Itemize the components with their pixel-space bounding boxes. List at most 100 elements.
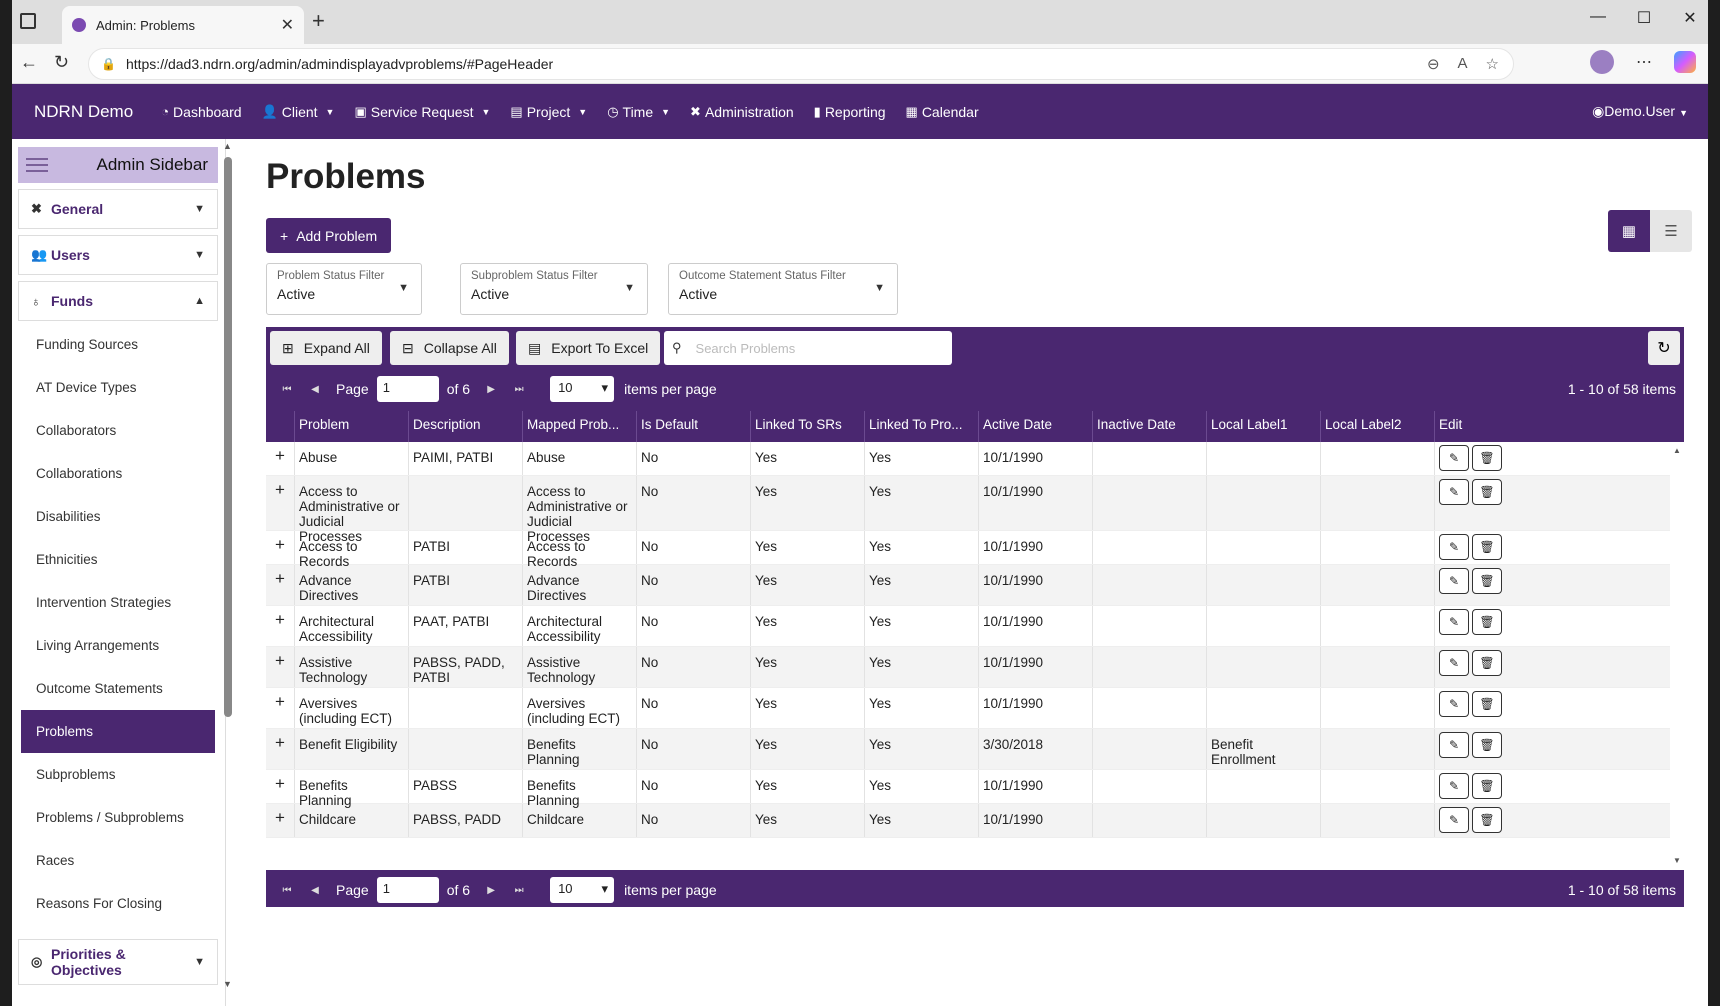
sidebar-item-collaborations[interactable]: Collaborations xyxy=(36,466,123,481)
next-page-icon[interactable]: ▶ xyxy=(487,884,495,896)
expand-row-icon[interactable]: + xyxy=(275,733,285,752)
nav-client[interactable]: 👤 Client ▼ xyxy=(261,103,335,120)
column-header[interactable]: Mapped Prob... xyxy=(522,411,636,442)
add-problem-button[interactable]: + Add Problem xyxy=(266,218,392,253)
first-page-icon[interactable]: ⏮ xyxy=(282,884,292,896)
expand-row-icon[interactable]: + xyxy=(275,774,285,793)
page-size-select[interactable]: 10 xyxy=(550,877,615,903)
subproblem-status-filter[interactable]: Subproblem Status Filter Active ▼ xyxy=(460,263,648,315)
trash-icon[interactable]: 🗑 xyxy=(1472,568,1502,594)
nav-service-request[interactable]: ▣ Service Request ▼ xyxy=(354,103,491,120)
sidebar-section-general[interactable]: ✖ General ▼ xyxy=(18,189,218,229)
column-header[interactable]: Linked To Pro... xyxy=(864,411,978,442)
table-row[interactable]: + Advance Directives PATBI Advance Directiv… xyxy=(266,565,1684,606)
problem-status-filter[interactable]: Problem Status Filter Active ▼ xyxy=(266,263,422,315)
sidebar-toggle-icon[interactable] xyxy=(20,13,36,29)
last-page-icon[interactable]: ⏭ xyxy=(514,383,524,395)
expand-row-icon[interactable]: + xyxy=(275,692,285,711)
sidebar-item-subproblems[interactable]: Subproblems xyxy=(36,767,116,782)
prev-page-icon[interactable]: ◀ xyxy=(311,884,319,896)
edit-icon[interactable]: ✎ xyxy=(1439,445,1469,471)
url-field[interactable]: 🔒 https://dad3.ndrn.org/admin/admindispl… xyxy=(88,48,1514,80)
table-row[interactable]: + Childcare PABSS, PADD Childcare No Yes Yes 10… xyxy=(266,804,1684,838)
browser-tab[interactable]: Admin: Problems ✕ xyxy=(62,6,304,44)
sidebar-item-outcome-statements[interactable]: Outcome Statements xyxy=(36,681,163,696)
favorite-star-icon[interactable]: ☆ xyxy=(1485,56,1499,73)
expand-row-icon[interactable]: + xyxy=(275,569,285,588)
sidebar-item-problems[interactable]: Problems xyxy=(21,710,215,753)
sidebar-item-intervention-strategies[interactable]: Intervention Strategies xyxy=(36,595,172,610)
collapse-all-button[interactable]: ⊟ Collapse All xyxy=(390,331,509,365)
table-row[interactable]: + Assistive Technology PABSS, PADD, PATBI A… xyxy=(266,647,1684,688)
page-size-select[interactable]: 10 xyxy=(550,376,615,402)
sidebar-item-disabilities[interactable]: Disabilities xyxy=(36,509,101,524)
nav-dashboard[interactable]: ◔ Dashboard xyxy=(161,103,242,120)
back-icon[interactable]: ← xyxy=(20,52,38,72)
grid-view-icon[interactable]: ▦ xyxy=(1608,210,1650,252)
refresh-icon[interactable]: ↻ xyxy=(1648,331,1680,365)
app-brand[interactable]: NDRN Demo xyxy=(34,101,134,121)
nav-administration[interactable]: ✖ Administration xyxy=(690,103,794,120)
scroll-up-icon[interactable]: ▲ xyxy=(223,141,232,151)
trash-icon[interactable]: 🗑 xyxy=(1472,732,1502,758)
edit-icon[interactable]: ✎ xyxy=(1439,691,1469,717)
column-header[interactable]: Description xyxy=(408,411,522,442)
sidebar-item-at-device-types[interactable]: AT Device Types xyxy=(36,380,137,395)
trash-icon[interactable]: 🗑 xyxy=(1472,650,1502,676)
column-header[interactable]: Is Default xyxy=(636,411,750,442)
table-row[interactable]: + Benefits Planning PABSS Benefits Planning… xyxy=(266,770,1684,808)
nav-time[interactable]: ◷ Time ▼ xyxy=(607,103,671,120)
sidebar-scroll-thumb[interactable] xyxy=(224,157,232,717)
edit-icon[interactable]: ✎ xyxy=(1439,732,1469,758)
search-problems-field[interactable]: ⚲ Search Problems xyxy=(664,331,952,365)
close-window-icon[interactable]: ✕ xyxy=(1683,10,1697,27)
nav-project[interactable]: ▤ Project ▼ xyxy=(510,103,588,120)
sidebar-scrollbar[interactable]: ▲ ▼ xyxy=(222,139,234,1006)
column-header[interactable]: Local Label1 xyxy=(1206,411,1320,442)
edit-icon[interactable]: ✎ xyxy=(1439,479,1469,505)
lock-icon[interactable]: 🔒 xyxy=(101,57,116,71)
first-page-icon[interactable]: ⏮ xyxy=(282,383,292,395)
column-header[interactable]: Edit xyxy=(1434,411,1547,442)
sidebar-item-ethnicities[interactable]: Ethnicities xyxy=(36,552,98,567)
table-row[interactable]: + Aversives (including ECT) Aversives (inc… xyxy=(266,688,1684,729)
column-header[interactable]: Local Label2 xyxy=(1320,411,1434,442)
column-header[interactable]: Inactive Date xyxy=(1092,411,1206,442)
expand-row-icon[interactable]: + xyxy=(275,651,285,670)
sidebar-item-problems-subproblems[interactable]: Problems / Subproblems xyxy=(36,810,184,825)
page-number-input[interactable]: 1 xyxy=(376,376,439,402)
list-view-icon[interactable]: ☰ xyxy=(1650,210,1692,252)
sidebar-section-users[interactable]: 👥 Users ▼ xyxy=(18,235,218,275)
table-row[interactable]: + Access to Administrative or Judicial Pr… xyxy=(266,476,1684,544)
sidebar-item-reasons-for-closing[interactable]: Reasons For Closing xyxy=(36,896,163,911)
user-menu[interactable]: ◉Demo.User ▼ xyxy=(1592,103,1688,119)
trash-icon[interactable]: 🗑 xyxy=(1472,445,1502,471)
sidebar-item-races[interactable]: Races xyxy=(36,853,75,868)
sidebar-item-collaborators[interactable]: Collaborators xyxy=(36,423,117,438)
prev-page-icon[interactable]: ◀ xyxy=(311,383,319,395)
hamburger-menu-icon[interactable] xyxy=(26,158,48,172)
last-page-icon[interactable]: ⏭ xyxy=(514,884,524,896)
trash-icon[interactable]: 🗑 xyxy=(1472,609,1502,635)
close-tab-icon[interactable]: ✕ xyxy=(280,17,294,34)
page-number-input[interactable]: 1 xyxy=(376,877,439,903)
sidebar-item-funding-sources[interactable]: Funding Sources xyxy=(36,337,139,352)
table-row[interactable]: + Architectural Accessibility PAAT, PATBI A… xyxy=(266,606,1684,647)
expand-row-icon[interactable]: + xyxy=(275,480,285,499)
search-input[interactable]: Search Problems xyxy=(695,340,796,356)
expand-row-icon[interactable]: + xyxy=(275,535,285,554)
edit-icon[interactable]: ✎ xyxy=(1439,609,1469,635)
read-aloud-icon[interactable]: A xyxy=(1457,55,1468,72)
expand-row-icon[interactable]: + xyxy=(275,610,285,629)
edit-icon[interactable]: ✎ xyxy=(1439,807,1469,833)
table-row[interactable]: + Access to Records PATBI Access to Records… xyxy=(266,531,1684,569)
table-row[interactable]: + Benefit Eligibility Benefits Planning No Y… xyxy=(266,729,1684,770)
trash-icon[interactable]: 🗑 xyxy=(1472,479,1502,505)
copilot-icon[interactable] xyxy=(1674,51,1696,73)
reload-icon[interactable]: ↻ xyxy=(54,52,70,72)
zoom-icon[interactable]: ⊖ xyxy=(1426,56,1440,73)
trash-icon[interactable]: 🗑 xyxy=(1472,691,1502,717)
more-options-icon[interactable]: ⋯ xyxy=(1636,54,1652,71)
expand-row-icon[interactable]: + xyxy=(275,808,285,827)
column-header[interactable]: Active Date xyxy=(978,411,1092,442)
